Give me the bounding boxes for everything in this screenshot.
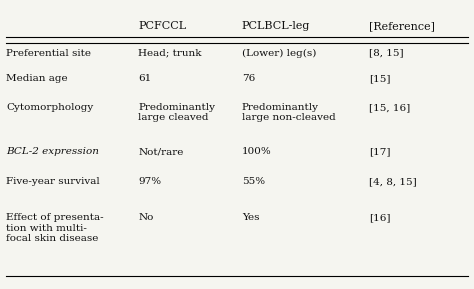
Text: 97%: 97% <box>138 177 161 186</box>
Text: Preferential site: Preferential site <box>6 49 91 58</box>
Text: [8, 15]: [8, 15] <box>369 49 403 58</box>
Text: [17]: [17] <box>369 147 391 156</box>
Text: No: No <box>138 213 154 222</box>
Text: Not/rare: Not/rare <box>138 147 183 156</box>
Text: 76: 76 <box>242 74 255 83</box>
Text: [4, 8, 15]: [4, 8, 15] <box>369 177 417 186</box>
Text: Head; trunk: Head; trunk <box>138 49 201 58</box>
Text: [15, 16]: [15, 16] <box>369 103 410 112</box>
Text: Yes: Yes <box>242 213 259 222</box>
Text: BCL-2 expression: BCL-2 expression <box>6 147 99 156</box>
Text: Cytomorphology: Cytomorphology <box>6 103 93 112</box>
Text: Effect of presenta-
tion with multi-
focal skin disease: Effect of presenta- tion with multi- foc… <box>6 213 104 243</box>
Text: [15]: [15] <box>369 74 391 83</box>
Text: Predominantly
large non-cleaved: Predominantly large non-cleaved <box>242 103 336 123</box>
Text: [16]: [16] <box>369 213 391 222</box>
Text: PCLBCL-leg: PCLBCL-leg <box>242 21 310 32</box>
Text: Median age: Median age <box>6 74 68 83</box>
Text: [Reference]: [Reference] <box>369 21 435 32</box>
Text: (Lower) leg(s): (Lower) leg(s) <box>242 49 316 58</box>
Text: Predominantly
large cleaved: Predominantly large cleaved <box>138 103 215 123</box>
Text: Five-year survival: Five-year survival <box>6 177 100 186</box>
Text: PCFCCL: PCFCCL <box>138 21 186 32</box>
Text: 100%: 100% <box>242 147 272 156</box>
Text: 55%: 55% <box>242 177 265 186</box>
Text: 61: 61 <box>138 74 151 83</box>
